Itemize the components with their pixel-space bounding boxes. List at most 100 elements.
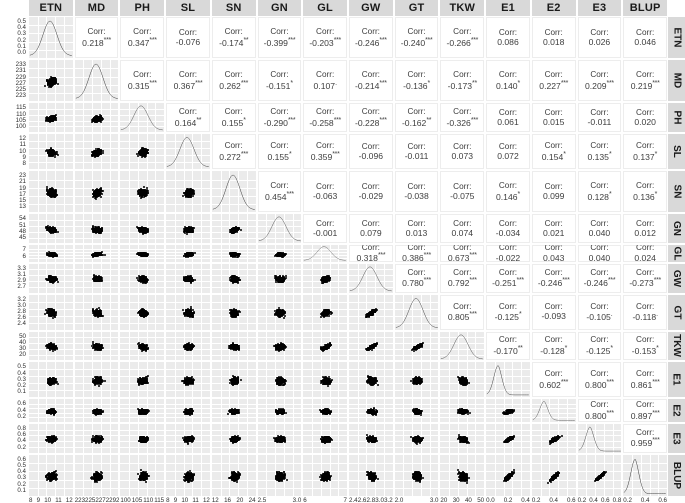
x-axis-ticks-gw: 2.4 2.6 2.8 3.0 3.2: [348, 497, 394, 503]
corr-label: Corr:: [636, 369, 654, 378]
scatter-panel-md-etn: [29, 60, 73, 102]
column-header-e3: E3: [577, 0, 622, 16]
correlation-cell-gt-e3: Corr: -0.105.: [577, 294, 622, 330]
scatter-panel-e1-gt: [394, 362, 439, 398]
correlation-cell-gl-blup: Corr: 0.024: [623, 245, 667, 262]
column-header-etn: ETN: [29, 0, 73, 16]
corr-value: -0.151*: [266, 80, 293, 92]
scatter-panel-e1-sl: [166, 362, 210, 398]
corr-label: Corr:: [636, 335, 654, 344]
corr-label: Corr:: [590, 108, 608, 117]
row-header-gl: GL: [668, 245, 685, 262]
corr-label: Corr:: [453, 142, 471, 151]
y-axis-ticks-gw: 3.3 3.1 2.9 2.7: [0, 263, 28, 294]
corr-value: 0.155*: [267, 151, 291, 163]
correlation-cell-etn-sn: Corr: -0.174**: [211, 17, 256, 59]
y-axis-ticks-e2: 0.6 0.4 0.2: [0, 398, 28, 423]
panel-background: [29, 17, 73, 59]
correlation-cell-sl-e2: Corr: 0.154*: [531, 134, 576, 170]
corr-value: 0.136*: [633, 191, 657, 203]
corr-label: Corr:: [499, 245, 517, 253]
correlation-cell-md-gl: Corr: 0.107.: [303, 60, 347, 102]
correlation-cell-sn-e3: Corr: 0.128*: [577, 171, 622, 213]
correlation-cell-sn-gw: Corr: -0.029: [349, 171, 393, 213]
corr-value: 0.073: [452, 151, 474, 162]
scatter-panel-blup-sn: [211, 454, 256, 496]
correlation-cell-ph-gn: Corr: -0.290***: [257, 103, 302, 133]
correlation-cell-gw-e2: Corr: -0.246***: [531, 263, 576, 293]
corr-value: -0.038: [404, 191, 428, 202]
correlation-cell-etn-gw: Corr: -0.246***: [349, 17, 393, 59]
corr-label: Corr:: [316, 70, 334, 79]
corr-label: Corr:: [453, 245, 471, 252]
x-tick-label: 2.0: [395, 497, 404, 503]
corr-label: Corr:: [362, 142, 380, 151]
row-header-gn: GN: [668, 214, 685, 244]
corr-label: Corr:: [590, 219, 608, 228]
x-tick-label: 0.2: [532, 497, 541, 503]
corr-label: Corr:: [636, 141, 654, 150]
x-axis-ticks-e2: 0.2 0.4 0.6: [531, 497, 577, 503]
corr-value: 0.347***: [128, 37, 157, 49]
correlation-cell-gl-e3: Corr: 0.040: [577, 245, 622, 262]
x-tick-label: 0.2: [623, 497, 632, 503]
corr-label: Corr:: [545, 369, 563, 378]
panel-background: [303, 245, 347, 262]
y-axis-ticks-e1: 0.5 0.4 0.3 0.2 0.1: [0, 361, 28, 398]
corr-label: Corr:: [499, 142, 517, 151]
corr-value: -0.266***: [446, 37, 478, 49]
corr-label: Corr:: [316, 141, 334, 150]
correlation-cell-etn-e1: Corr: 0.086: [486, 17, 530, 59]
panel-background: [257, 214, 302, 244]
corr-label: Corr:: [636, 108, 654, 117]
correlation-cell-md-e1: Corr: 0.140*: [486, 60, 530, 102]
corr-value: 0.013: [406, 228, 428, 239]
scatter-panel-gw-etn: [29, 263, 73, 293]
x-tick-label: 0.4: [641, 497, 650, 503]
corr-value: 0.043: [543, 253, 565, 262]
correlation-cell-sl-e3: Corr: 0.135*: [577, 134, 622, 170]
corr-label: Corr:: [499, 108, 517, 117]
corr-label: Corr:: [453, 27, 471, 36]
corr-label: Corr:: [499, 302, 517, 311]
y-axis-ticks-e3: 0.8 0.6 0.4 0.2: [0, 423, 28, 454]
correlation-cell-gl-e1: Corr: -0.022: [486, 245, 530, 262]
scatter-panel-e2-sn: [211, 399, 256, 422]
scatter-panel-blup-sl: [166, 454, 210, 496]
x-tick-label: 50: [477, 497, 484, 503]
x-tick-label: 0.2: [504, 497, 513, 503]
scatter-panel-e2-e1: [486, 399, 530, 422]
corr-label: Corr:: [590, 245, 608, 253]
x-axis-ticks-sl: 8 9 10 11 12: [165, 497, 211, 503]
x-tick-label: 223: [75, 497, 85, 503]
correlation-cell-md-e3: Corr: 0.209***: [577, 60, 622, 102]
corr-value: -0.029: [359, 191, 383, 202]
corr-value: 0.359***: [311, 151, 340, 163]
correlation-cell-gl-e2: Corr: 0.043: [531, 245, 576, 262]
scatter-panel-sn-etn: [29, 171, 73, 213]
scatter-panel-e3-etn: [29, 423, 73, 453]
x-tick-label: 0.8: [613, 497, 622, 503]
correlation-cell-e1-e2: Corr: 0.602***: [531, 362, 576, 398]
corr-value: 0.897***: [631, 410, 660, 422]
x-axis-ticks-gt: 2.0 3.0: [394, 497, 440, 503]
corr-value: -0.203***: [309, 37, 341, 49]
correlation-cell-gt-e2: Corr: -0.093: [531, 294, 576, 330]
correlation-cell-md-tkw: Corr: -0.173**: [440, 60, 485, 102]
x-tick-label: 0.6: [658, 497, 667, 503]
scatter-panel-e3-gw: [349, 423, 393, 453]
corr-value: 0.164**: [175, 117, 202, 129]
y-axis-ticks-gt: 3.2 3.0 2.8 2.6 2.4: [0, 294, 28, 331]
correlation-cell-sl-gl: Corr: 0.359***: [303, 134, 347, 170]
scatter-panel-e2-md: [74, 399, 119, 422]
y-tick-label: 100: [16, 123, 26, 130]
corr-label: Corr:: [362, 70, 380, 79]
scatter-panel-e1-gw: [349, 362, 393, 398]
corr-value: 0.602***: [539, 379, 568, 391]
scatter-panel-gl-ph: [120, 245, 165, 262]
correlation-cell-etn-sl: Corr: -0.076: [166, 17, 210, 59]
corr-label: Corr:: [133, 70, 151, 79]
x-tick-label: 229: [106, 497, 116, 503]
corr-label: Corr:: [225, 107, 243, 116]
